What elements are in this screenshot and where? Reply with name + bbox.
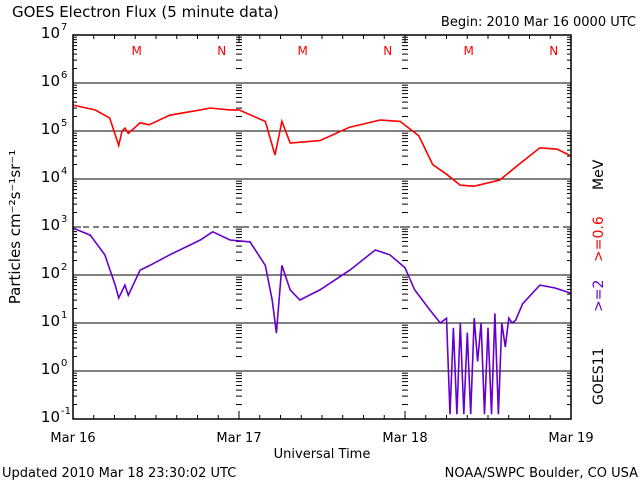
y-tick-exponent: 1 (61, 310, 67, 321)
satellite-label: GOES11 (591, 348, 607, 405)
y-tick-label: 10 (41, 120, 60, 138)
y-tick-label: 10 (41, 216, 60, 234)
x-tick-label: Mar 16 (50, 431, 95, 446)
y-tick-exponent: 3 (61, 214, 67, 225)
y-tick-exponent: 2 (61, 262, 67, 273)
series-line-2mev (72, 227, 572, 415)
y-tick-label: 10 (41, 408, 60, 426)
plot-frame (72, 34, 572, 420)
y-axis-label: Particles cm⁻²s⁻¹sr⁻¹ (6, 150, 24, 304)
y-tick-exponent: -1 (61, 406, 71, 417)
y-tick-label: 10 (41, 168, 60, 186)
updated-timestamp: Updated 2010 Mar 18 23:30:02 UTC (2, 466, 236, 480)
mn-marker-M: M (297, 44, 307, 58)
channel-2mev-label: >=2 (591, 280, 607, 312)
y-tick-exponent: 4 (61, 166, 67, 177)
series-lines (72, 104, 572, 415)
y-tick-label: 10 (41, 312, 60, 330)
mn-marker-N: N (217, 44, 226, 58)
channel-06mev-label: >=0.6 (591, 216, 607, 262)
x-tick-label: Mar 19 (548, 431, 593, 446)
y-tick-exponent: 0 (61, 358, 67, 369)
source-credit: NOAA/SWPC Boulder, CO USA (445, 466, 638, 480)
begin-label: Begin: 2010 Mar 16 0000 UTC (441, 15, 636, 30)
y-tick-label: 10 (41, 360, 60, 378)
y-tick-exponent: 7 (61, 22, 67, 33)
x-tick-label: Mar 17 (216, 431, 261, 446)
mn-marker-M: M (131, 44, 141, 58)
x-tick-label: Mar 18 (382, 431, 427, 446)
y-tick-exponent: 5 (61, 118, 67, 129)
y-tick-label: 10 (41, 24, 60, 42)
grid (73, 82, 571, 372)
y-tick-label: 10 (41, 72, 60, 90)
unit-label: MeV (591, 159, 607, 190)
mn-marker-N: N (549, 44, 558, 58)
mn-marker-M: M (463, 44, 473, 58)
y-tick-label: 10 (41, 264, 60, 282)
series-line-0.6mev (72, 104, 572, 188)
chart-title: GOES Electron Flux (5 minute data) (12, 3, 279, 21)
mn-marker-N: N (383, 44, 392, 58)
x-axis-label: Universal Time (274, 447, 371, 462)
y-tick-exponent: 6 (61, 70, 67, 81)
